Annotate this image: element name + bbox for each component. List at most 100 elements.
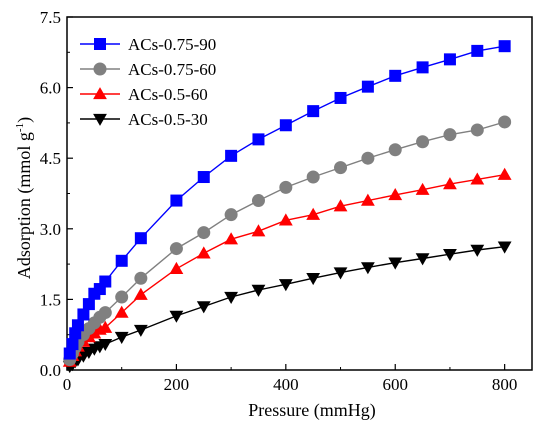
data-point — [415, 253, 430, 266]
data-point — [114, 331, 129, 344]
data-point — [99, 275, 112, 288]
legend-entry-ACs-0.5-30: ACs-0.5-30 — [80, 110, 208, 129]
data-point — [133, 287, 148, 300]
series-ACs-0.75-90 — [63, 40, 511, 360]
data-point — [251, 224, 266, 237]
data-point — [224, 208, 238, 222]
data-point — [389, 69, 402, 82]
y-tick-label: 3.0 — [40, 220, 61, 239]
y-axis-title: Adsorption (mmol g-1) — [14, 117, 35, 279]
data-point — [333, 267, 348, 280]
legend-entry-ACs-0.75-60: ACs-0.75-60 — [80, 60, 216, 79]
data-point — [279, 180, 293, 194]
y-tick-label: 7.5 — [40, 8, 61, 27]
series-line — [69, 174, 505, 362]
data-point — [225, 149, 238, 162]
data-point — [98, 320, 113, 333]
data-point — [497, 167, 512, 180]
data-point — [416, 61, 429, 74]
data-point — [133, 324, 148, 337]
series-ACs-0.5-30 — [62, 241, 512, 374]
data-point — [77, 308, 90, 321]
data-point — [98, 338, 113, 352]
data-point — [415, 182, 430, 195]
data-point — [361, 80, 374, 93]
series-layer — [62, 40, 512, 374]
data-point — [361, 151, 375, 165]
data-point — [82, 298, 95, 311]
legend-label: ACs-0.5-30 — [128, 110, 208, 129]
data-point — [334, 161, 348, 175]
data-point — [169, 310, 184, 323]
data-point — [388, 188, 403, 201]
data-point — [307, 105, 320, 118]
y-axis-title-superscript: -1 — [14, 123, 26, 132]
legend-entry-ACs-0.75-90: ACs-0.75-90 — [80, 35, 216, 54]
data-point — [115, 254, 128, 267]
data-point — [197, 171, 210, 184]
data-point — [498, 115, 512, 129]
data-point — [306, 207, 321, 220]
y-axis-title-close: ) — [14, 117, 35, 123]
data-point — [470, 123, 484, 137]
data-point — [498, 40, 511, 53]
data-point — [416, 135, 430, 149]
data-point — [197, 226, 211, 240]
data-point — [71, 319, 84, 332]
y-tick-label: 6.0 — [40, 79, 61, 98]
legend-entry-ACs-0.5-60: ACs-0.5-60 — [80, 85, 208, 104]
data-point — [114, 305, 129, 318]
data-point — [169, 261, 184, 274]
data-point — [497, 241, 512, 254]
x-axis-title: Pressure (mmHg) — [248, 400, 375, 421]
x-tick-label: 200 — [164, 375, 190, 394]
x-tick-label: 400 — [273, 375, 299, 394]
x-tick-label: 600 — [382, 375, 408, 394]
data-point — [388, 257, 403, 270]
data-point — [63, 347, 76, 360]
data-point — [443, 177, 457, 190]
legend-label: ACs-0.75-60 — [128, 60, 216, 79]
data-point — [115, 290, 129, 304]
data-point — [443, 249, 457, 262]
data-point — [251, 284, 266, 297]
y-axis-title-main: Adsorption (mmol g — [14, 132, 35, 279]
data-point — [360, 262, 375, 275]
legend-marker — [93, 62, 107, 76]
data-point — [443, 128, 457, 142]
data-point — [251, 194, 265, 208]
data-point — [66, 338, 79, 351]
legend-label: ACs-0.5-60 — [128, 85, 208, 104]
data-point — [333, 199, 348, 212]
data-point — [334, 91, 347, 104]
data-point — [388, 143, 402, 157]
data-point — [224, 291, 239, 304]
x-tick-label: 800 — [492, 375, 518, 394]
legend-label: ACs-0.75-90 — [128, 35, 216, 54]
x-tick-label: 0 — [63, 375, 72, 394]
data-point — [360, 193, 375, 206]
series-line — [69, 246, 505, 367]
data-point — [98, 306, 112, 320]
data-point — [134, 271, 148, 285]
data-point — [196, 301, 211, 314]
data-point — [306, 170, 320, 184]
legend: ACs-0.75-90 ACs-0.75-60 ACs-0.5-60 ACs-0.5-… — [80, 35, 216, 129]
axes: 0 200 400 600 800 0.0 1.5 3.0 4.5 6.0 7.5 — [40, 8, 533, 394]
data-point — [470, 244, 485, 257]
y-tick-label: 4.5 — [40, 149, 61, 168]
series-ACs-0.75-60 — [63, 115, 512, 367]
y-tick-label: 0.0 — [40, 361, 61, 380]
y-tick-label: 1.5 — [40, 290, 61, 309]
data-point — [278, 279, 293, 292]
data-point — [278, 213, 293, 226]
data-point — [134, 232, 147, 245]
data-point — [196, 246, 211, 259]
data-point — [170, 194, 183, 207]
data-point — [443, 53, 456, 66]
legend-marker — [93, 87, 107, 100]
data-point — [471, 44, 484, 57]
data-point — [306, 273, 321, 286]
data-point — [252, 133, 265, 146]
